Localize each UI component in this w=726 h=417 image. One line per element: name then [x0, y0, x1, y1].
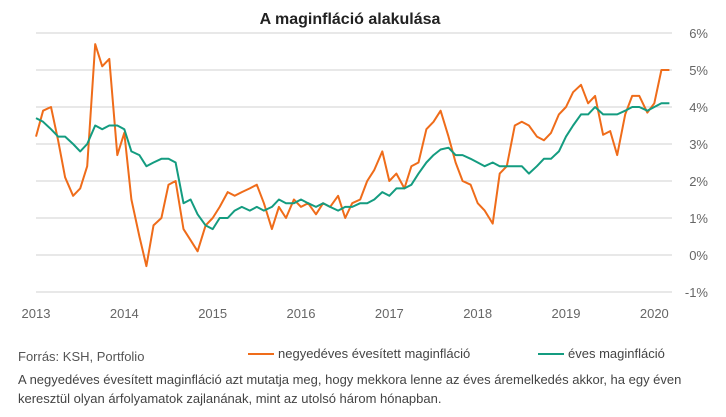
y-tick-label: 6%: [689, 26, 708, 41]
footnote: A negyedéves évesített maginfláció azt m…: [18, 372, 682, 406]
y-tick-label: 0%: [689, 248, 708, 263]
x-tick-label: 2019: [552, 306, 581, 321]
series-line-quarterly: [35, 43, 670, 268]
series-group: [35, 43, 670, 268]
legend-label-quarterly: negyedéves évesített maginfláció: [278, 346, 471, 361]
chart-title: A maginfláció alakulása: [260, 11, 441, 28]
y-tick-label: -1%: [685, 285, 709, 300]
y-tick-label: 4%: [689, 100, 708, 115]
y-tick-label: 2%: [689, 174, 708, 189]
y-tick-label: 1%: [689, 211, 708, 226]
source-label: Forrás: KSH, Portfolio: [18, 349, 145, 364]
x-tick-label: 2018: [463, 306, 492, 321]
legend-swatch-annual: [538, 352, 564, 355]
x-tick-label: 2013: [22, 306, 51, 321]
y-tick-label: 3%: [689, 137, 708, 152]
legend-label-annual: éves maginfláció: [568, 346, 665, 361]
chart: A maginfláció alakulása 6% 5% 4% 3% 2% 1% 0% -1…: [22, 11, 709, 321]
x-tick-label: 2014: [110, 306, 139, 321]
x-tick-label: 2015: [198, 306, 227, 321]
series-line-annual: [35, 102, 670, 231]
x-tick-label: 2020: [640, 306, 669, 321]
legend-item-quarterly: negyedéves évesített maginfláció: [248, 346, 470, 361]
x-tick-label: 2016: [287, 306, 316, 321]
legend-item-annual: éves maginfláció: [538, 346, 665, 361]
y-axis: 6% 5% 4% 3% 2% 1% 0% -1%: [685, 26, 709, 300]
x-tick-label: 2017: [375, 306, 404, 321]
x-axis: 2013 2014 2015 2016 2017 2018 2019 2020: [22, 306, 669, 321]
gridlines: [36, 32, 672, 293]
legend-swatch-quarterly: [248, 352, 274, 355]
y-tick-label: 5%: [689, 63, 708, 78]
